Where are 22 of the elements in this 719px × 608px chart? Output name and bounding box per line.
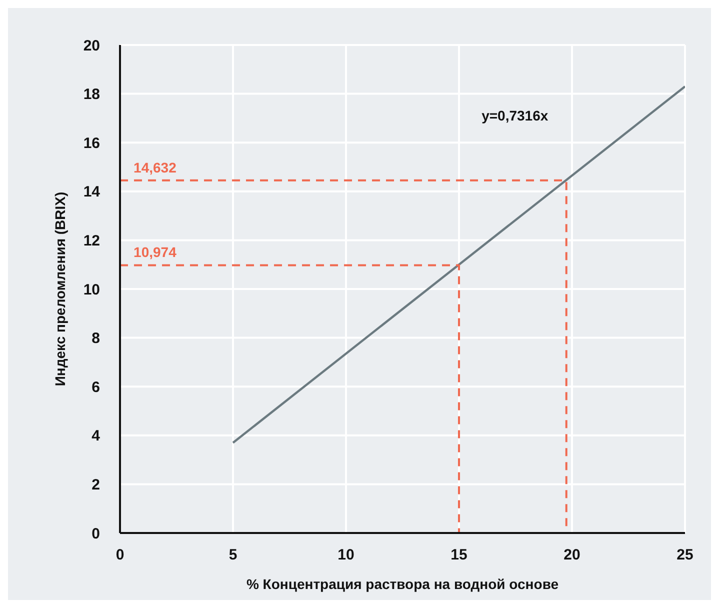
y-tick-label: 0 (92, 525, 100, 542)
y-tick-label: 6 (92, 378, 100, 396)
x-tick-label: 20 (564, 546, 580, 564)
annotation: y=0,7316x (482, 108, 548, 124)
x-tick-label: 25 (676, 546, 694, 564)
y-tick-label: 10 (83, 281, 100, 298)
x-tick-label: 10 (338, 546, 354, 564)
y-tick-label: 12 (83, 232, 100, 250)
x-tick-label: 5 (228, 546, 238, 564)
x-tick-label: 15 (450, 546, 468, 564)
y-tick-label: 2 (92, 476, 100, 494)
y-axis-title: Индекс преломления (BRIX) (52, 192, 68, 386)
y-tick-label: 4 (92, 428, 101, 445)
y-tick-label: 14 (83, 184, 101, 201)
y-tick-label: 20 (83, 37, 100, 54)
annotation: 10,974 (134, 244, 177, 260)
y-tick-label: 16 (83, 134, 100, 152)
y-tick-label: 8 (92, 330, 100, 348)
x-tick-label: 0 (116, 546, 124, 564)
annotation: 14,632 (134, 159, 177, 176)
y-tick-label: 18 (83, 86, 100, 104)
x-axis-title: % Концентрация раствора на водной основе (246, 576, 559, 592)
